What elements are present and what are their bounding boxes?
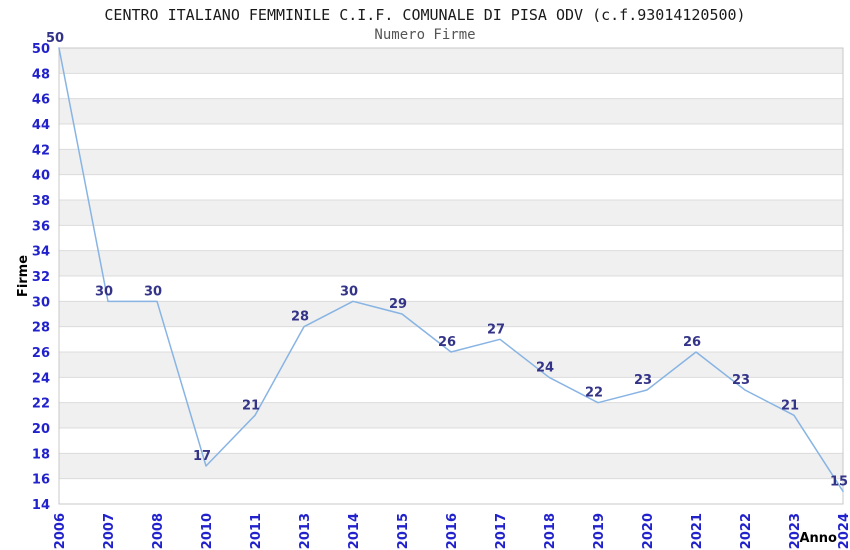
x-tick-label: 2022 [739,513,754,549]
y-tick-label: 24 [32,371,50,386]
x-tick-label: 2023 [788,513,803,549]
plot-frame [58,47,844,505]
x-tick-label: 2010 [200,513,215,549]
y-tick-label: 40 [32,169,50,184]
data-label: 17 [193,449,211,464]
data-label: 24 [536,360,554,375]
y-tick-label: 48 [32,67,50,82]
data-label: 30 [95,284,113,299]
y-tick-label: 32 [32,270,50,285]
y-tick-label: 18 [32,447,50,462]
data-label: 27 [487,322,505,337]
y-tick-label: 14 [32,498,50,513]
data-label: 23 [732,373,750,388]
y-tick-label: 34 [32,245,50,260]
x-tick-label: 2019 [592,513,607,549]
y-tick-label: 46 [32,93,50,108]
data-label: 28 [291,310,309,325]
x-tick-label: 2013 [298,513,313,549]
data-label: 21 [781,398,799,413]
data-label: 30 [144,284,162,299]
y-tick-label: 44 [32,118,50,133]
y-tick-label: 20 [32,422,50,437]
data-label: 30 [340,284,358,299]
x-tick-label: 2007 [102,513,117,549]
y-tick-label: 42 [32,143,50,158]
line-series [58,47,844,493]
y-tick-label: 38 [32,194,50,209]
data-label: 21 [242,398,260,413]
x-tick-label: 2018 [543,513,558,549]
x-tick-label: 2020 [641,513,656,549]
data-label: 26 [683,335,701,350]
data-label: 26 [438,335,456,350]
x-tick-label: 2008 [151,513,166,549]
x-tick-label: 2006 [53,513,68,549]
chart-title: CENTRO ITALIANO FEMMINILE C.I.F. COMUNAL… [104,6,746,24]
data-label: 15 [830,474,848,489]
x-tick-label: 2014 [347,513,362,549]
y-tick-label: 50 [32,42,50,57]
grid-band [59,250,843,276]
grid-band [59,98,843,124]
x-tick-label: 2015 [396,513,411,549]
data-label: 22 [585,386,603,401]
y-axis-label: Firme [16,255,31,297]
x-tick-label: 2017 [494,513,509,549]
y-tick-label: 22 [32,397,50,412]
chart-subtitle: Numero Firme [374,27,476,43]
data-label: 50 [46,31,64,46]
x-axis-label: Anno [799,531,837,546]
x-tick-label: 2011 [249,513,264,549]
data-label: 29 [389,297,407,312]
y-tick-label: 16 [32,473,50,488]
grid-band [59,48,843,74]
y-tick-label: 36 [32,219,50,234]
x-tick-label: 2016 [445,513,460,549]
grid-band [59,402,843,428]
x-tick-label: 2021 [690,513,705,549]
x-tick-label: 2024 [837,513,850,549]
y-tick-label: 26 [32,346,50,361]
grid-band [59,149,843,175]
y-tick-label: 28 [32,321,50,336]
grid-band [59,301,843,327]
data-label: 23 [634,373,652,388]
y-tick-label: 30 [32,295,50,310]
grid-band [59,453,843,479]
grid-band [59,200,843,226]
